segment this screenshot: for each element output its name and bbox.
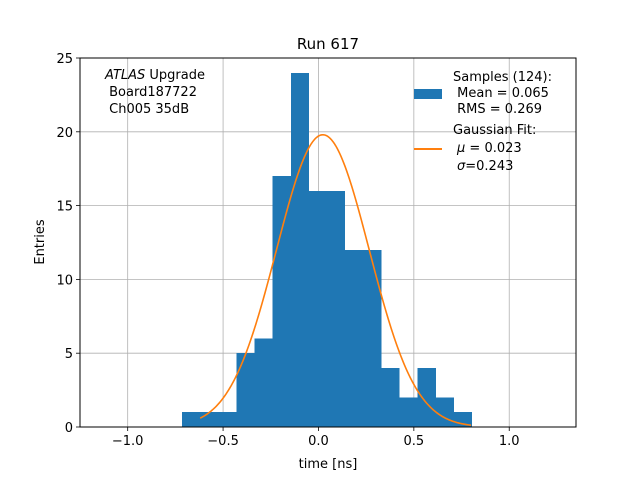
x-axis: −1.0 −0.5 0.0 0.5 1.0 [112,427,520,449]
y-tick-label-3: 15 [56,200,73,215]
histogram-bar [290,72,309,427]
histogram-bar [218,412,237,427]
histogram-bar [435,397,454,427]
x-tick-label-4: 1.0 [499,434,520,449]
legend-fit-title: Gaussian Fit: [453,123,536,138]
plot-frame [79,57,577,428]
histogram-bar [327,190,346,427]
annotation-experiment: ATLAS [104,68,145,83]
annotation-experiment-suffix: Upgrade [145,68,205,83]
y-tick-label-2: 10 [56,273,73,288]
legend-fit-mu-symbol: μ [456,141,465,156]
histogram-bar [345,249,364,427]
histogram-bar [182,412,201,427]
y-tick-label-1: 5 [65,347,73,362]
legend-fit-sigma: σ=0.243 [457,159,513,174]
legend-fit-sigma-value: =0.243 [465,159,513,174]
x-tick-label-2: 0.0 [308,434,329,449]
legend-samples-rms: RMS = 0.269 [453,102,542,117]
gaussian-fit-curve [199,133,472,427]
legend: Samples (124): Mean = 0.065 RMS = 0.269 … [414,70,552,174]
histogram-bar [308,190,328,427]
y-tick-label-5: 25 [56,52,73,67]
legend-fit-sigma-symbol: σ [457,159,466,174]
y-tick-label-4: 20 [56,126,73,141]
y-axis: 0 5 10 15 20 25 [56,52,80,436]
x-tick-label-3: 0.5 [404,434,425,449]
annotation-experiment-line: ATLAS Upgrade [104,68,205,83]
histogram-bar [236,353,255,427]
chart-title: Run 617 [297,35,359,53]
histogram-bar [272,176,291,427]
histogram-bar [254,338,273,427]
histogram-bar [417,367,436,427]
legend-samples-swatch [414,89,442,99]
legend-fit-mu: μ = 0.023 [456,141,522,156]
x-tick-label-1: −0.5 [207,434,239,449]
histogram-bar [200,412,219,427]
histogram-bar [381,367,400,427]
annotation-board: Board187722 [105,85,197,100]
y-axis-label: Entries [33,219,48,265]
histogram-bar [399,397,418,427]
legend-samples-mean: Mean = 0.065 [453,86,549,101]
x-axis-label: time [ns] [299,457,358,472]
y-tick-label-0: 0 [65,421,73,436]
annotation-block: ATLAS Upgrade Board187722 Ch005 35dB [104,68,205,117]
legend-fit-mu-value: = 0.023 [465,141,521,156]
annotation-channel: Ch005 35dB [105,102,189,117]
legend-samples-title: Samples (124): [453,70,552,85]
histogram-bar [363,249,382,427]
x-tick-label-0: −1.0 [112,434,144,449]
